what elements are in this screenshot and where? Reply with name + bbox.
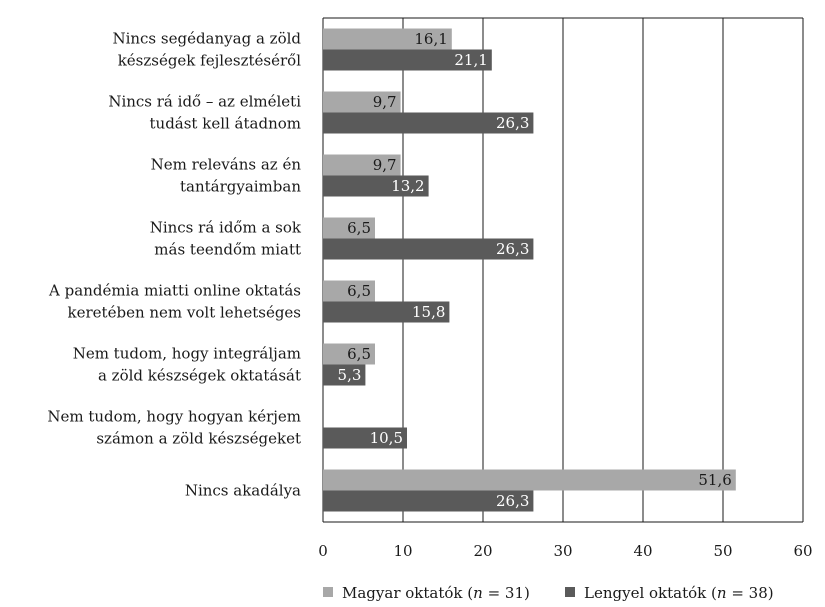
bar-value-label: 9,7 (373, 93, 397, 111)
category-label: A pandémia miatti online oktatás (48, 282, 301, 300)
x-tick-label: 30 (553, 542, 572, 560)
bar-value-label: 10,5 (370, 429, 403, 447)
bar (323, 91, 401, 113)
bar-value-label: 51,6 (698, 471, 731, 489)
category-label: Nincs akadálya (185, 482, 301, 500)
x-tick-label: 20 (473, 542, 492, 560)
bar-value-label: 21,1 (454, 51, 487, 69)
category-label: tantárgyaimban (180, 178, 301, 196)
bar (323, 112, 534, 134)
bar (323, 364, 366, 386)
category-label: számon a zöld készségeket (96, 430, 301, 448)
category-label: Nem releváns az én (151, 156, 302, 174)
x-tick-label: 50 (713, 542, 732, 560)
legend-label: Lengyel oktatók (n = 38) (584, 584, 774, 602)
x-tick-label: 60 (793, 542, 812, 560)
category-label: Nincs rá időm a sok (150, 219, 302, 237)
legend-swatch (565, 587, 575, 597)
legend: Magyar oktatók (n = 31) Lengyel oktatók (… (323, 584, 774, 602)
bar-value-label: 5,3 (338, 366, 362, 384)
category-label: Nem tudom, hogy integráljam (73, 345, 301, 363)
bar-value-label: 6,5 (347, 219, 371, 237)
bar (323, 175, 429, 197)
x-tick-label: 0 (318, 542, 328, 560)
category-label: Nincs rá idő – az elméleti (108, 93, 301, 111)
bar-value-label: 6,5 (347, 282, 371, 300)
category-label: keretében nem volt lehetséges (68, 304, 301, 322)
bar (323, 154, 401, 176)
x-axis-ticks: 0 10 20 30 40 50 60 (318, 542, 812, 560)
bar-value-label: 26,3 (496, 240, 529, 258)
bar-value-label: 13,2 (391, 177, 424, 195)
category-label: más teendőm miatt (154, 241, 301, 259)
bar (323, 280, 375, 302)
bar (323, 490, 534, 512)
legend-label: Magyar oktatók (n = 31) (342, 584, 530, 602)
x-tick-label: 40 (633, 542, 652, 560)
category-labels: Nincs segédanyag a zöld készségek fejlesz… (47, 30, 302, 500)
bar (323, 49, 492, 71)
category-label: tudást kell átadnom (150, 115, 302, 133)
legend-swatch (323, 587, 333, 597)
category-label: a zöld készségek oktatását (98, 367, 301, 385)
bar-value-label: 26,3 (496, 114, 529, 132)
bar (323, 238, 534, 260)
bar (323, 427, 407, 449)
x-tick-label: 10 (393, 542, 412, 560)
bar-value-label: 15,8 (412, 303, 445, 321)
bar (323, 343, 375, 365)
category-label: készségek fejlesztéséről (118, 52, 302, 70)
bar (323, 28, 452, 50)
category-label: Nem tudom, hogy hogyan kérjem (47, 408, 301, 426)
bars: 16,1 21,1 9,7 26,3 9,7 13,2 6,5 26,3 6,5 15,8 6,5 5… (323, 28, 736, 512)
bar (323, 301, 450, 323)
bar-value-label: 9,7 (373, 156, 397, 174)
bar-value-label: 16,1 (414, 30, 447, 48)
category-label: Nincs segédanyag a zöld (112, 30, 301, 48)
bar-value-label: 6,5 (347, 345, 371, 363)
bar (323, 469, 736, 491)
bar-value-label: 26,3 (496, 492, 529, 510)
bar (323, 217, 375, 239)
